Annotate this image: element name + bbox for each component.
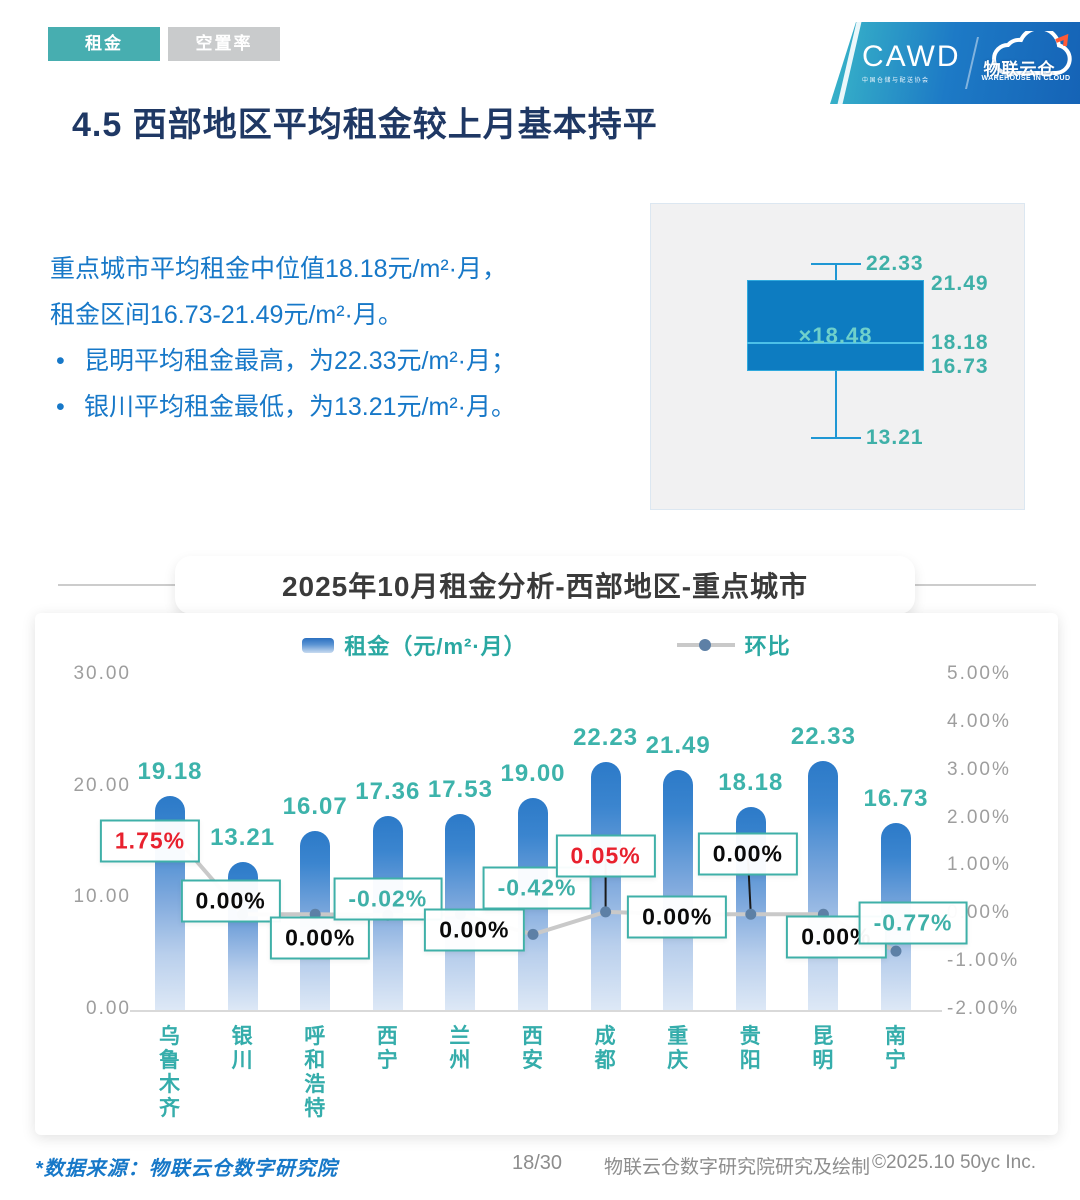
bar-value-label: 19.00 (500, 759, 566, 787)
chart-plot-area: 30.00 20.00 10.00 0.00 5.00% 4.00% 3.00% 2.00% 1… (35, 613, 1058, 1135)
bar-value-label: 19.18 (137, 757, 203, 785)
summary-bullet-1: 昆明平均租金最高，为22.33元/m²·月； (50, 338, 650, 384)
summary-line-2: 租金区间16.73-21.49元/m²·月。 (50, 301, 403, 329)
x-axis-label-乌鲁木齐: 乌 鲁 木 齐 (159, 1025, 181, 1121)
whisker-bottom-cap (810, 437, 861, 439)
mom-data-point (745, 908, 757, 920)
x-axis-label-呼和浩特: 呼 和 浩 特 (304, 1025, 327, 1121)
left-axis-tick: 0.00 (86, 998, 131, 1019)
page-title: 4.5 西部地区平均租金较上月基本持平 (72, 106, 658, 144)
x-axis-label-银川: 银 川 (231, 1025, 254, 1073)
right-axis-tick: -2.00% (947, 998, 1020, 1019)
summary-block: 重点城市平均租金中位值18.18元/m²·月， 租金区间16.73-21.49元… (50, 246, 650, 430)
chart-title: 2025年10月租金分析-西部地区-重点城市 (175, 556, 915, 614)
left-axis-tick: 10.00 (73, 886, 131, 908)
data-source-note: *数据来源：物联云仓数字研究院 (35, 1158, 338, 1180)
bar-value-label: 16.73 (863, 785, 929, 813)
right-axis-tick: 5.00% (947, 663, 1011, 684)
legend-item-mom: 环比 (676, 629, 791, 661)
boxplot-panel: ×18.48 22.33 21.49 18.18 16.73 13.21 (650, 203, 1025, 510)
bar-value-label: 17.53 (427, 776, 493, 804)
warehouse-in-cloud-logo: 物联云仓 WAREHOUSE IN CLOUD (982, 31, 1078, 95)
mom-label-重庆: 0.00% (627, 895, 728, 939)
bar-value-label: 18.18 (718, 768, 784, 796)
boxplot-q3-label: 21.49 (931, 272, 989, 296)
mom-label-兰州: 0.00% (424, 908, 525, 952)
mom-label-西宁: -0.02% (333, 877, 443, 921)
boxplot-q1-label: 16.73 (931, 354, 989, 378)
x-axis-label-兰州: 兰 州 (449, 1025, 472, 1073)
mom-data-point (890, 945, 902, 957)
right-axis-tick: 2.00% (947, 806, 1011, 828)
legend-label-rent: 租金（元/m²·月） (344, 634, 527, 659)
x-axis-label-西宁: 西 宁 (376, 1025, 399, 1073)
mom-label-南宁: -0.77% (858, 901, 968, 945)
mom-label-西安: -0.42% (482, 866, 592, 910)
brand-name: 物联云仓 (983, 60, 1056, 79)
boxplot-median-label: 18.18 (931, 331, 989, 355)
bar-series-swatch (302, 637, 335, 653)
cloud-icon (991, 31, 1072, 75)
right-axis-tick: 4.00% (947, 710, 1011, 732)
summary-line-1: 重点城市平均租金中位值18.18元/m²·月， (50, 255, 507, 283)
mom-data-point (527, 928, 539, 940)
right-axis-tick: 3.00% (947, 758, 1011, 780)
x-axis-label-成都: 成 都 (594, 1025, 617, 1073)
whisker-top-line (834, 264, 837, 281)
x-axis-label-重庆: 重 庆 (667, 1025, 690, 1073)
tab-vacancy[interactable]: 空置率 (168, 27, 280, 61)
line-series-marker (676, 638, 735, 652)
credit-note: 物联云仓数字研究院研究及绘制 (604, 1157, 871, 1178)
brand-banner: CAWD 中国仓储与配送协会 物联云仓 WAREHOUSE IN CLOUD (830, 22, 1080, 104)
left-axis-tick: 30.00 (73, 663, 131, 684)
mom-label-成都: 0.05% (555, 834, 656, 878)
cawd-logo: CAWD 中国仓储与配送协会 (862, 40, 961, 85)
logo-divider (964, 37, 979, 89)
x-axis-line (130, 1010, 942, 1012)
whisker-bottom-line (834, 370, 837, 438)
x-axis-label-南宁: 南 宁 (885, 1025, 907, 1073)
page-number: 18/30 (512, 1152, 563, 1174)
legend-label-mom: 环比 (744, 634, 791, 659)
x-axis-label-西安: 西 安 (522, 1025, 544, 1073)
bar-重庆 (663, 770, 694, 1010)
bar-value-label: 22.23 (573, 723, 639, 751)
left-axis-tick: 20.00 (73, 774, 131, 796)
right-axis-tick: -1.00% (947, 950, 1020, 972)
x-axis-label-贵阳: 贵 阳 (739, 1025, 762, 1073)
boxplot-max-label: 22.33 (866, 252, 924, 275)
mom-data-point (600, 906, 612, 918)
bar-value-label: 16.07 (282, 792, 348, 820)
boxplot-min-label: 13.21 (866, 426, 924, 449)
copyright-note: ©2025.10 50yc Inc. (872, 1152, 1036, 1173)
cawd-logo-subtext: 中国仓储与配送协会 (862, 78, 930, 84)
chart-legend: 租金（元/m²·月） 环比 (35, 629, 1058, 661)
bar-value-label: 17.36 (355, 778, 421, 806)
mean-marker: ×18.48 (798, 323, 873, 349)
tab-rent[interactable]: 租金 (48, 27, 160, 61)
bar-value-label: 13.21 (210, 824, 276, 852)
bar-value-label: 22.33 (790, 722, 856, 750)
brand-tagline: WAREHOUSE IN CLOUD (981, 75, 1071, 82)
cawd-logo-text: CAWD (862, 40, 961, 73)
mom-label-乌鲁木齐: 1.75% (99, 819, 201, 863)
right-axis-tick: 1.00% (947, 854, 1011, 876)
summary-bullet-2: 银川平均租金最低，为13.21元/m²·月。 (50, 384, 650, 430)
iqr-box (747, 280, 924, 371)
bar-昆明 (808, 760, 839, 1010)
legend-item-rent: 租金（元/m²·月） (302, 629, 526, 661)
chart-card: 租金（元/m²·月） 环比 30.00 20.00 10.00 0.00 5.00% 4.… (35, 613, 1058, 1135)
median-line (747, 342, 924, 345)
mom-label-银川: 0.00% (180, 879, 281, 923)
bar-value-label: 21.49 (645, 732, 711, 760)
x-axis-label-昆明: 昆 明 (812, 1025, 835, 1073)
mom-label-贵阳: 0.00% (697, 832, 798, 876)
mom-label-呼和浩特: 0.00% (270, 916, 371, 960)
